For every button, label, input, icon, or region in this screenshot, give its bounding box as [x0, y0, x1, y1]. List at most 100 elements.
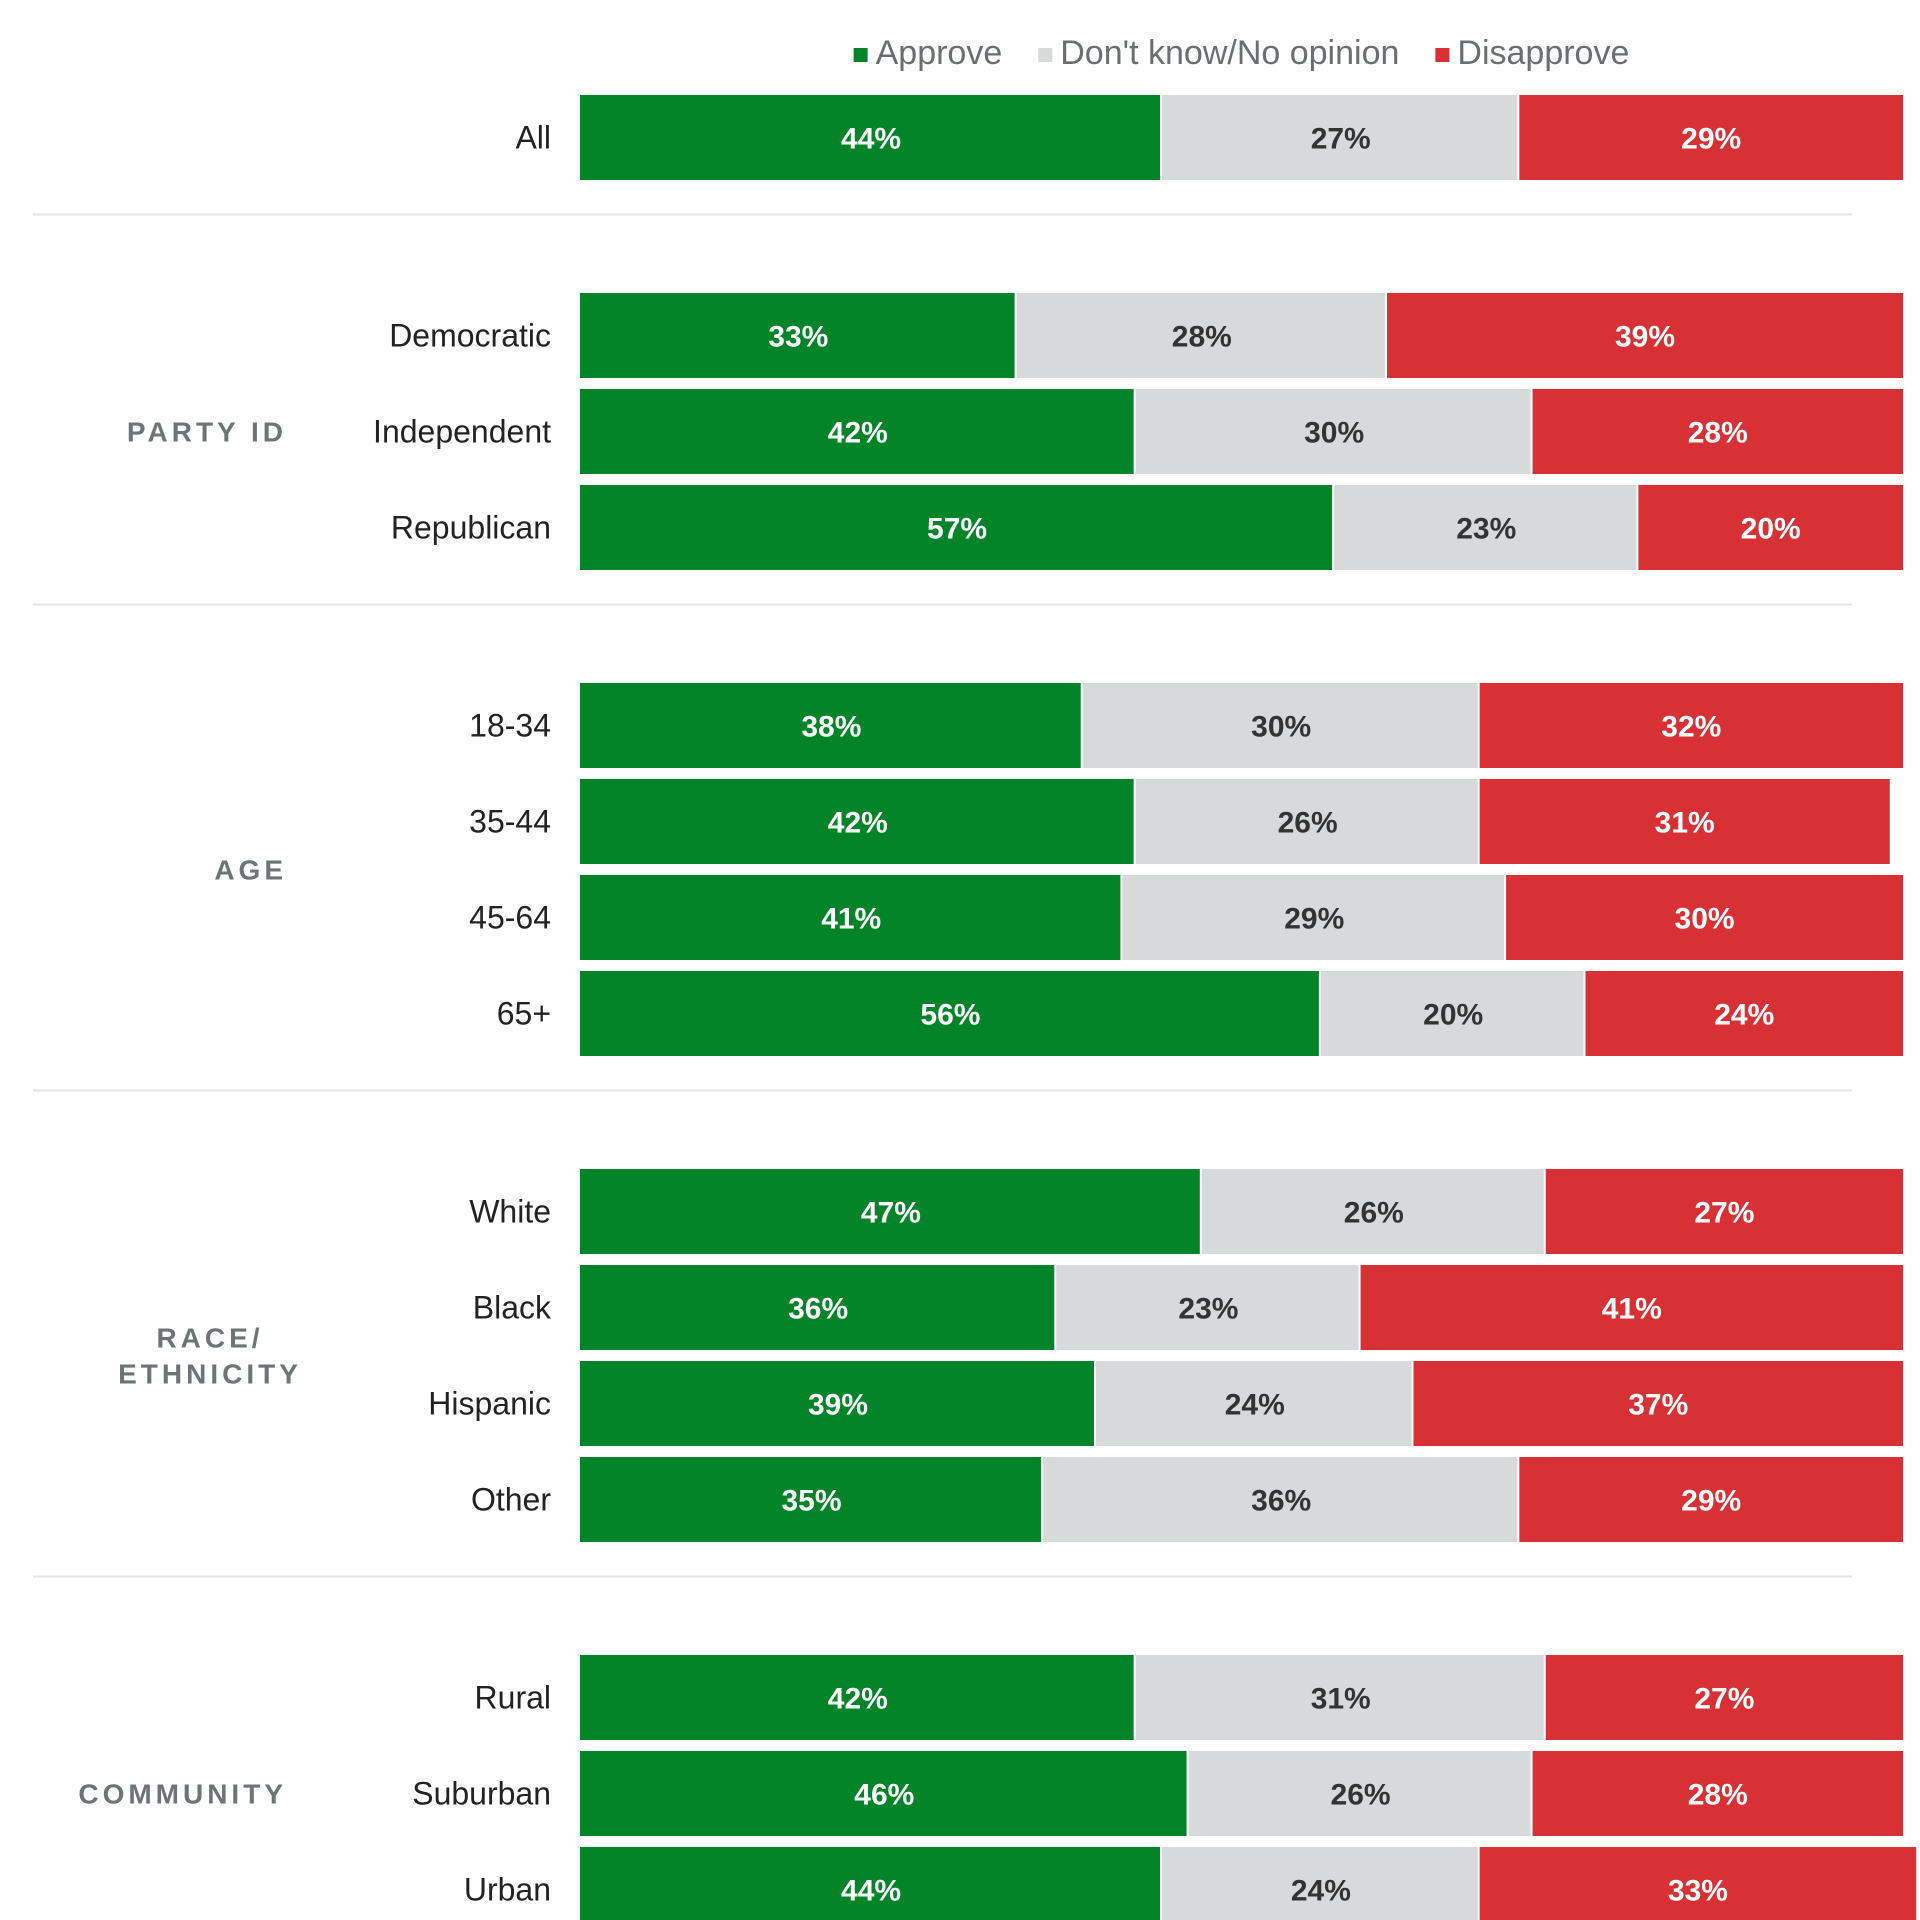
bar-value-label: 26%	[1331, 1779, 1391, 1812]
bar-value-label: 47%	[861, 1197, 921, 1230]
bar-value-label: 28%	[1172, 321, 1232, 354]
bar-segment-approve	[580, 779, 1134, 864]
bar-row-independent: 42% 30% 28%	[580, 389, 1903, 474]
legend-label-approve: Approve	[876, 34, 1003, 72]
bar-value-label: 26%	[1278, 807, 1338, 840]
bar-segment-don-t-know-no-opinion	[1135, 779, 1478, 864]
bar-segment-don-t-know-no-opinion	[1056, 1265, 1359, 1350]
bar-segment-disapprove	[1479, 779, 1890, 864]
bar-segment-approve	[580, 1361, 1094, 1446]
bar-segment-don-t-know-no-opinion	[1095, 1361, 1412, 1446]
bar-segment-disapprove	[1532, 1751, 1903, 1836]
bar-segment-disapprove	[1519, 95, 1903, 180]
bar-segment-disapprove	[1638, 485, 1903, 570]
row-label-35-44: 35-44	[469, 804, 551, 840]
bar-segment-disapprove	[1479, 683, 1903, 768]
bar-segment-don-t-know-no-opinion	[1122, 875, 1505, 960]
bar-value-label: 33%	[768, 321, 828, 354]
bar-segment-disapprove	[1545, 1169, 1903, 1254]
bar-segment-disapprove	[1532, 389, 1903, 474]
legend: Approve Don't know/No opinion Disapprove	[853, 34, 1629, 72]
bar-segment-don-t-know-no-opinion	[1082, 683, 1478, 768]
bar-value-label: 42%	[828, 417, 888, 450]
bar-value-label: 42%	[828, 807, 888, 840]
row-label-all: All	[515, 120, 551, 156]
bar-value-label: 57%	[927, 513, 987, 546]
bar-value-label: 56%	[920, 999, 980, 1032]
bar-value-label: 30%	[1304, 417, 1364, 450]
bar-segment-don-t-know-no-opinion	[1043, 1457, 1518, 1542]
bar-value-label: 42%	[828, 1683, 888, 1716]
bar-value-label: 46%	[854, 1779, 914, 1812]
bar-segment-approve	[580, 683, 1081, 768]
group-label-race-ethnicity: RACE/ETHNICITY	[118, 1323, 302, 1390]
bar-value-label: 36%	[1251, 1485, 1311, 1518]
group-label-community: COMMUNITY	[78, 1779, 287, 1810]
bar-value-label: 39%	[1615, 321, 1675, 354]
legend-label-disapprove: Disapprove	[1457, 34, 1629, 72]
bar-segment-disapprove	[1479, 1847, 1917, 1920]
bar-value-label: 24%	[1291, 1875, 1351, 1908]
bar-value-label: 29%	[1284, 903, 1344, 936]
bar-row-republican: 57% 23% 20%	[580, 485, 1903, 570]
row-label-hispanic: Hispanic	[428, 1386, 551, 1422]
bar-segment-approve	[580, 1751, 1187, 1836]
bar-row-45-64: 41% 29% 30%	[580, 875, 1903, 960]
bar-row-urban: 44% 24% 33%	[580, 1847, 1917, 1920]
bar-segment-don-t-know-no-opinion	[1016, 293, 1386, 378]
bar-value-label: 41%	[821, 903, 881, 936]
bar-value-label: 20%	[1423, 999, 1483, 1032]
bar-value-label: 41%	[1602, 1293, 1662, 1326]
bar-value-label: 20%	[1741, 513, 1801, 546]
row-label-suburban: Suburban	[412, 1776, 551, 1812]
bar-value-label: 32%	[1661, 711, 1721, 744]
bar-segment-don-t-know-no-opinion	[1162, 95, 1518, 180]
bar-segment-approve	[580, 95, 1161, 180]
bar-value-label: 36%	[788, 1293, 848, 1326]
bar-segment-disapprove	[1506, 875, 1903, 960]
row-label-democratic: Democratic	[389, 318, 551, 354]
row-labels: All Democratic Independent Republican 18-34 3…	[373, 120, 552, 1908]
bar-segment-disapprove	[1519, 1457, 1903, 1542]
group-label-party-id: PARTY ID	[127, 417, 287, 448]
bar-value-label: 27%	[1694, 1197, 1754, 1230]
bar-segment-approve	[580, 389, 1134, 474]
group-label-age: AGE	[214, 855, 287, 886]
bar-value-label: 44%	[841, 1875, 901, 1908]
bar-value-label: 28%	[1688, 417, 1748, 450]
row-label-18-34: 18-34	[469, 708, 551, 744]
bar-value-label: 39%	[808, 1389, 868, 1422]
bar-value-label: 29%	[1681, 1485, 1741, 1518]
bar-segment-don-t-know-no-opinion	[1135, 1655, 1544, 1740]
bar-segment-don-t-know-no-opinion	[1334, 485, 1637, 570]
bar-value-label: 33%	[1668, 1875, 1728, 1908]
bar-value-label: 31%	[1655, 807, 1715, 840]
bar-value-label: 27%	[1311, 123, 1371, 156]
legend-swatch-don-t-know-no-opinion	[1038, 48, 1053, 62]
group-dividers	[33, 213, 1852, 1578]
bar-segment-approve	[580, 1655, 1134, 1740]
bar-value-label: 23%	[1178, 1293, 1238, 1326]
bar-row-18-34: 38% 30% 32%	[580, 683, 1903, 768]
bar-row-other: 35% 36% 29%	[580, 1457, 1903, 1542]
bar-segment-approve	[580, 971, 1319, 1056]
bar-value-label: 23%	[1456, 513, 1516, 546]
bar-value-label: 44%	[841, 123, 901, 156]
bar-segment-approve	[580, 1457, 1042, 1542]
bar-value-label: 24%	[1225, 1389, 1285, 1422]
bar-value-label: 38%	[801, 711, 861, 744]
bar-segment-don-t-know-no-opinion	[1135, 389, 1531, 474]
bar-row-all: 44% 27% 29%	[580, 95, 1903, 180]
row-label-republican: Republican	[391, 510, 551, 546]
bar-segment-don-t-know-no-opinion	[1188, 1751, 1531, 1836]
row-label-white: White	[469, 1194, 551, 1230]
bar-value-label: 37%	[1628, 1389, 1688, 1422]
bar-value-label: 24%	[1714, 999, 1774, 1032]
bar-segment-approve	[580, 485, 1333, 570]
bar-value-label: 27%	[1694, 1683, 1754, 1716]
bar-row-rural: 42% 31% 27%	[580, 1655, 1903, 1740]
bar-segment-don-t-know-no-opinion	[1201, 1169, 1544, 1254]
row-label-black: Black	[473, 1290, 552, 1326]
row-label-other: Other	[471, 1482, 551, 1518]
